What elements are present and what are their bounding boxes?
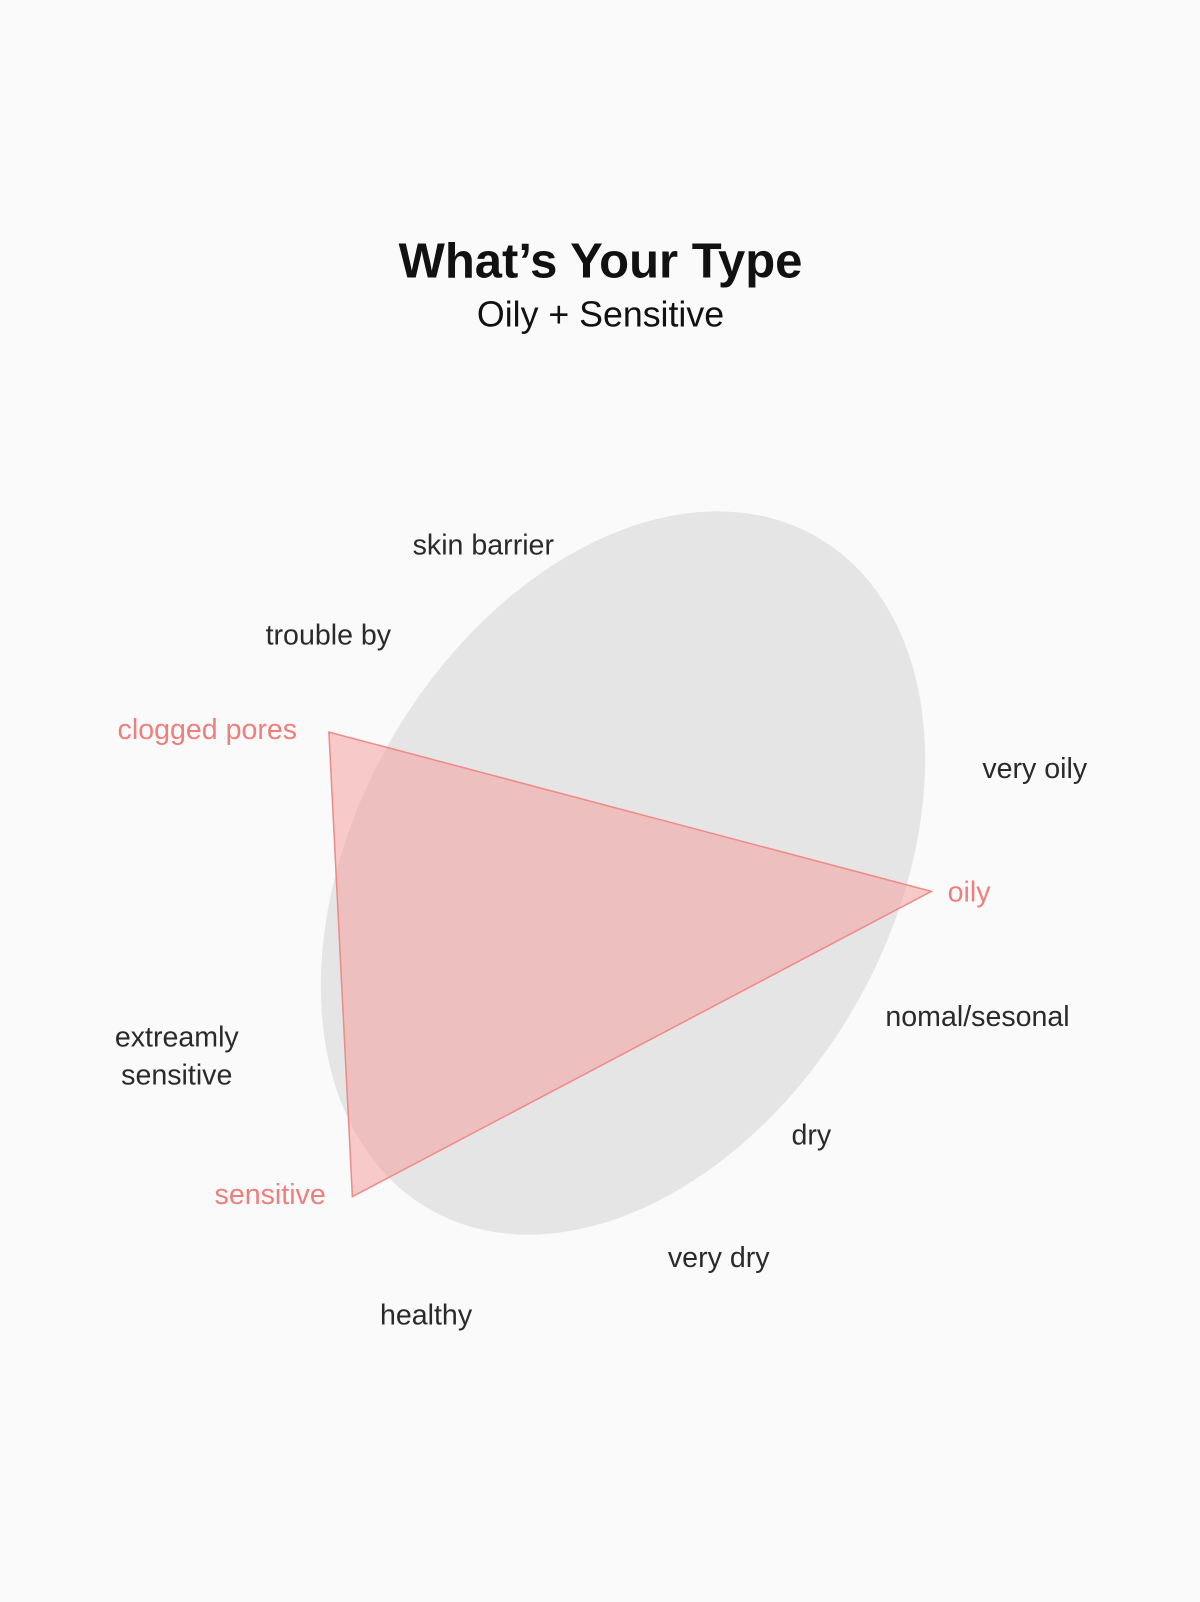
label-normal-seasonal: nomal/sesonal bbox=[885, 1001, 1069, 1033]
label-healthy: healthy bbox=[380, 1299, 473, 1331]
label-oily: oily bbox=[948, 877, 992, 909]
label-clogged-pores: clogged pores bbox=[118, 714, 298, 746]
type-triangle bbox=[328, 731, 934, 1198]
label-extremely: extreamly bbox=[115, 1022, 240, 1054]
page-title: What’s Your Type bbox=[399, 235, 803, 289]
label-trouble-by: trouble by bbox=[266, 619, 392, 651]
label-sensitive: sensitive bbox=[215, 1179, 326, 1211]
label-very-dry: very dry bbox=[668, 1242, 770, 1274]
label-extremely-sensitive: sensitive bbox=[121, 1059, 232, 1091]
page-subtitle: Oily + Sensitive bbox=[477, 295, 724, 335]
label-dry: dry bbox=[791, 1120, 831, 1152]
label-skin-barrier: skin barrier bbox=[413, 529, 555, 561]
label-very-oily: very oily bbox=[982, 753, 1088, 785]
